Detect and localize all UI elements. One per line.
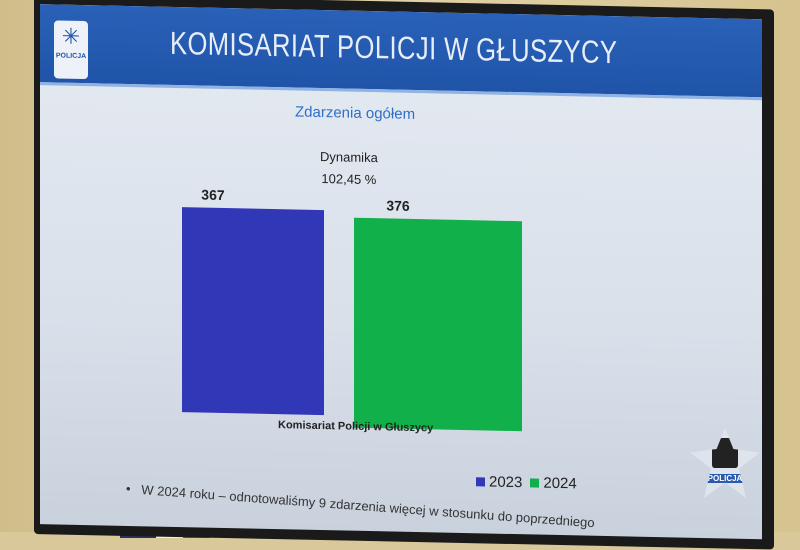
legend-item-2024: 2024: [530, 474, 577, 493]
legend-swatch: [476, 477, 485, 487]
legend-swatch: [530, 478, 540, 488]
legend-label: 2023: [489, 473, 523, 492]
bar-chart: 367 376: [182, 187, 522, 432]
display-screen: ✳ POLICJA KOMISARIAT POLICJI W GŁUSZYCY …: [34, 0, 774, 550]
legend: 2023 2024: [476, 473, 577, 492]
data-label-2024: 376: [386, 197, 410, 213]
slide: ✳ POLICJA KOMISARIAT POLICJI W GŁUSZYCY …: [40, 4, 762, 540]
badge-text: POLICJA: [706, 474, 744, 483]
legend-item-2023: 2023: [476, 473, 522, 491]
bar-2024: [354, 217, 522, 432]
bar-2023: [182, 207, 324, 416]
data-label-2023: 367: [201, 187, 225, 203]
legend-label: 2024: [543, 474, 577, 493]
